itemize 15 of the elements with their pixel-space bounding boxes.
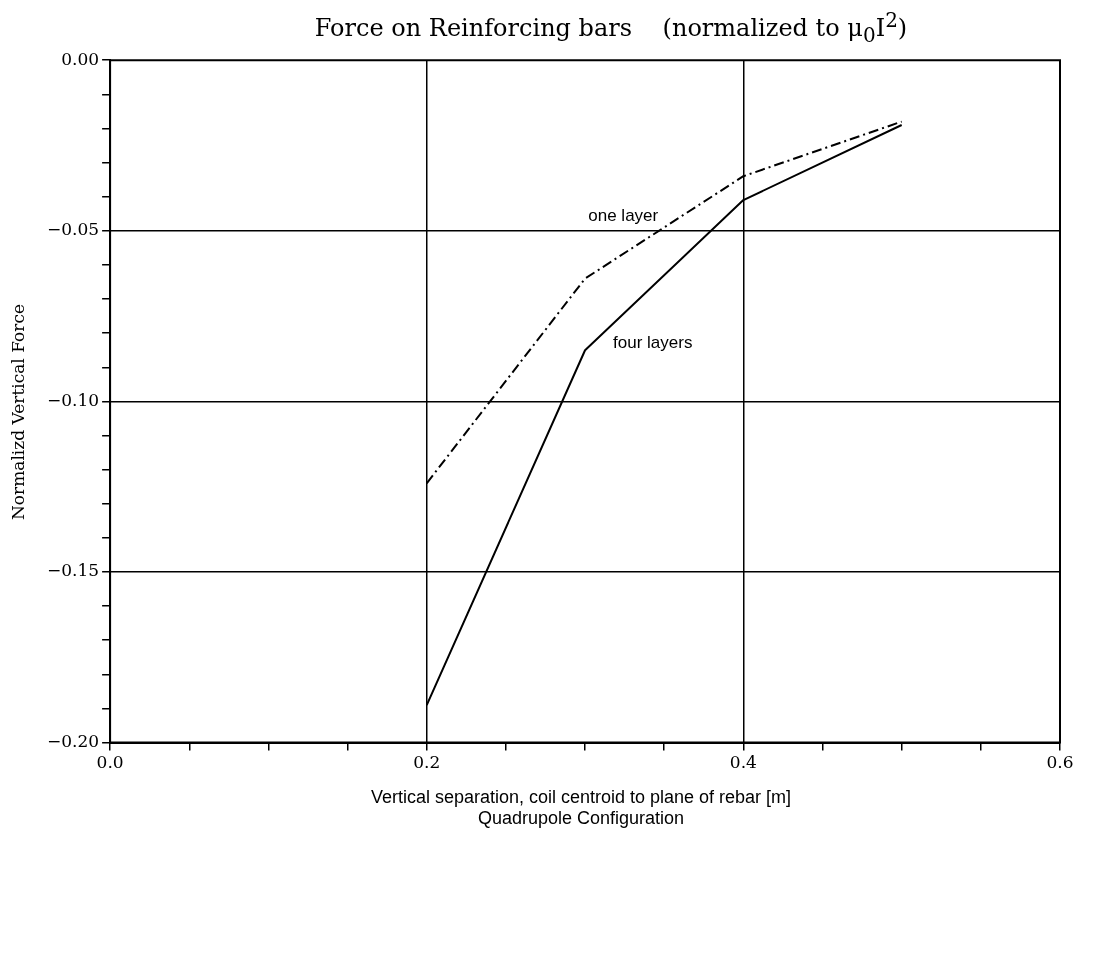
y-tick-label: −0.20 (46, 730, 100, 751)
x-tick-label: 0.6 (1046, 752, 1074, 773)
text: Quadrupole Configuration (476, 807, 686, 829)
y-tick-label: −0.15 (46, 560, 100, 581)
y-tick-label: −0.10 (46, 389, 100, 410)
chart-title: Force on Reinforcing bars (normalized to μ$_{0}$I$^{2}$) (314, 8, 908, 47)
x-tick-label: 0.4 (729, 752, 757, 773)
x-tick-label: 0.2 (413, 752, 441, 773)
series-label: one layer (588, 206, 659, 226)
series-label: four layers (613, 333, 693, 353)
y-axis-title: Normalizd Vertical Force (8, 303, 29, 520)
y-tick-label: −0.05 (46, 219, 100, 240)
y-tick-label: 0.00 (61, 48, 100, 69)
x-tick-label: 0.0 (96, 752, 124, 773)
x-axis-title: Vertical separation, coil centroid to plane of rebar [m] (369, 786, 793, 808)
